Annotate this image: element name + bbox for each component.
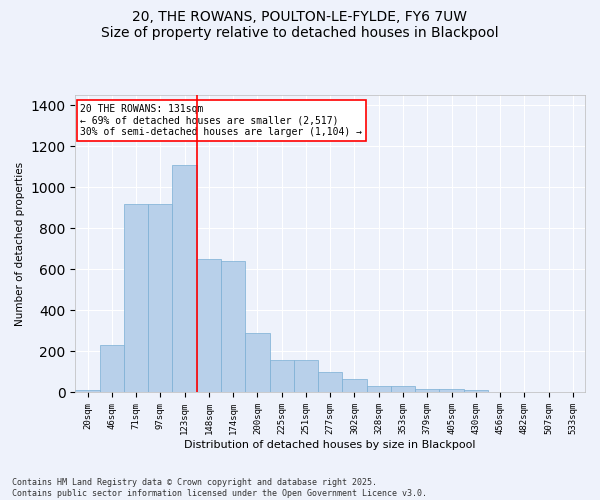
Text: Contains HM Land Registry data © Crown copyright and database right 2025.
Contai: Contains HM Land Registry data © Crown c… [12, 478, 427, 498]
Bar [439, 389, 464, 392]
Bar [124, 204, 148, 392]
Bar [100, 346, 124, 393]
Text: 20 THE ROWANS: 131sqm
← 69% of detached houses are smaller (2,517)
30% of semi-d: 20 THE ROWANS: 131sqm ← 69% of detached … [80, 104, 362, 138]
Bar [269, 360, 294, 392]
Bar [294, 360, 318, 392]
Bar [464, 390, 488, 392]
Bar [391, 386, 415, 392]
Bar [148, 204, 172, 392]
Bar [197, 259, 221, 392]
Y-axis label: Number of detached properties: Number of detached properties [15, 162, 25, 326]
Bar [245, 333, 269, 392]
Bar [343, 379, 367, 392]
Bar [172, 165, 197, 392]
Bar [221, 262, 245, 392]
Bar [415, 389, 439, 392]
Bar [367, 386, 391, 392]
X-axis label: Distribution of detached houses by size in Blackpool: Distribution of detached houses by size … [184, 440, 476, 450]
Text: 20, THE ROWANS, POULTON-LE-FYLDE, FY6 7UW
Size of property relative to detached : 20, THE ROWANS, POULTON-LE-FYLDE, FY6 7U… [101, 10, 499, 40]
Bar [318, 372, 343, 392]
Bar [76, 390, 100, 392]
